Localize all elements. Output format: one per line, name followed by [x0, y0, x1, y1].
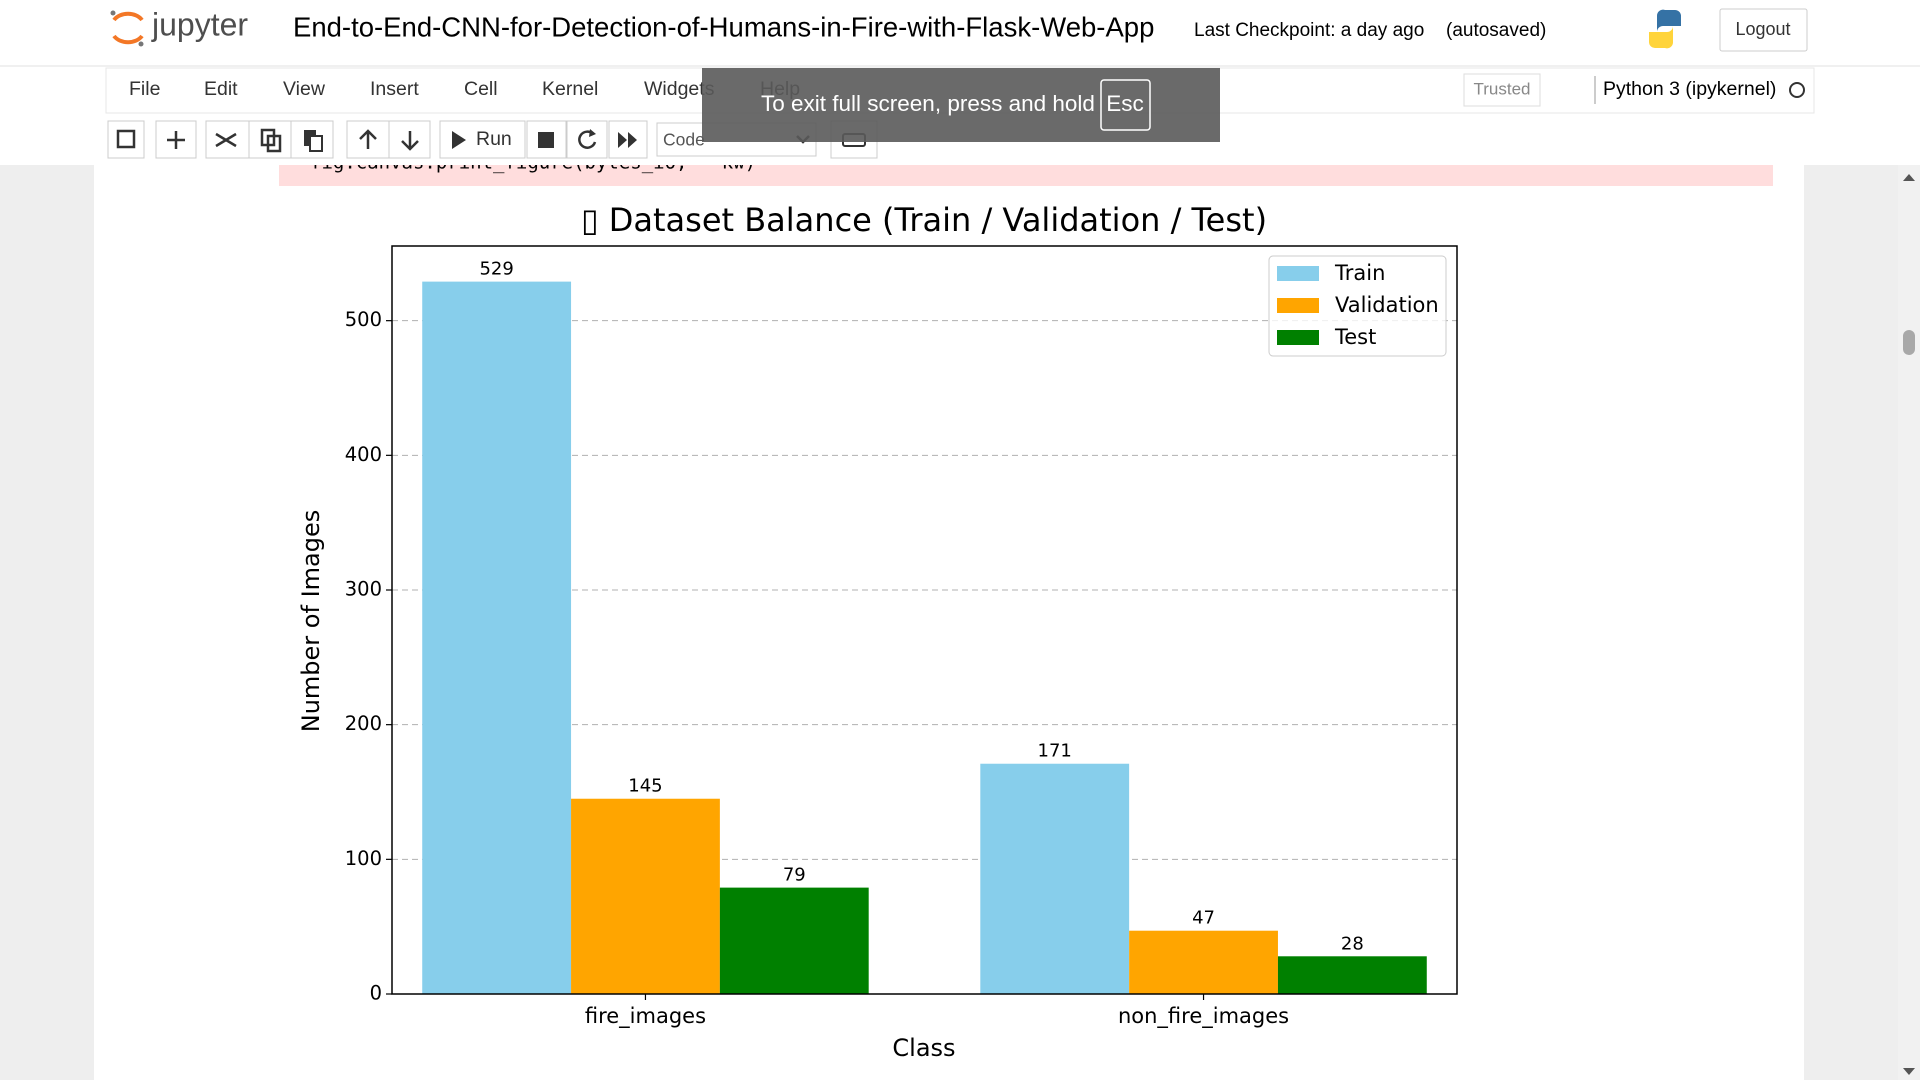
logout-button[interactable]	[1719, 8, 1808, 52]
x-tick-label: fire_images	[585, 1004, 706, 1029]
menu-item[interactable]: File	[129, 78, 160, 100]
jupyter-logo[interactable]: jupyter	[110, 6, 249, 47]
y-tick-label: 200	[345, 712, 382, 735]
trusted-label: Trusted	[1473, 79, 1530, 98]
menu-item[interactable]: Kernel	[542, 78, 598, 100]
bar	[980, 763, 1130, 994]
chart: ▯ Dataset Balance (Train / Validation / …	[297, 201, 1458, 1062]
restart-button[interactable]	[566, 120, 608, 159]
bar	[571, 798, 720, 994]
esc-label: Esc	[1106, 91, 1144, 116]
menu-item[interactable]: Cell	[464, 78, 498, 100]
python-logo	[1649, 9, 1681, 49]
chart-title: ▯ Dataset Balance (Train / Validation / …	[581, 201, 1267, 239]
menu-item[interactable]: Edit	[204, 78, 238, 100]
save-button[interactable]	[107, 120, 145, 159]
legend-label: Test	[1334, 325, 1376, 349]
notebook-title[interactable]: End-to-End-CNN-for-Detection-of-Humans-i…	[293, 11, 1154, 42]
data-label: 28	[1341, 933, 1364, 954]
data-label: 47	[1192, 908, 1215, 929]
y-tick-label: 100	[345, 847, 382, 870]
bar	[719, 887, 869, 994]
kernel-name: Python 3 (ipykernel)	[1603, 78, 1776, 100]
logout-label: Logout	[1735, 19, 1790, 39]
bar	[1277, 956, 1427, 994]
cell-type-label: Code	[663, 130, 705, 150]
bar	[422, 281, 572, 995]
plot-frame	[391, 245, 1458, 995]
menu-items: FileEditViewInsertCellKernelWidgetsHelp	[129, 78, 800, 100]
legend-swatch	[1277, 330, 1319, 345]
copy-button[interactable]	[248, 120, 292, 159]
autosave-status: (autosaved)	[1446, 20, 1546, 41]
kernel-status	[1789, 82, 1805, 98]
menu-item[interactable]: Insert	[370, 78, 419, 100]
scrollbar[interactable]	[1898, 165, 1920, 1080]
data-label: 79	[783, 865, 806, 886]
y-tick-label: 500	[345, 308, 382, 331]
y-tick-label: 0	[370, 982, 382, 1005]
y-axis-label: Number of Images	[297, 510, 325, 732]
y-tick-label: 400	[345, 443, 382, 466]
error-output	[279, 165, 1773, 186]
y-tick-label: 300	[345, 578, 382, 601]
error-text: fig.canvas.print_figure(bytes_io, **kw)	[310, 152, 756, 174]
trusted-badge[interactable]	[1463, 73, 1541, 107]
data-label: 529	[479, 259, 513, 280]
legend-swatch	[1277, 266, 1319, 281]
x-axis-label: Class	[892, 1034, 955, 1062]
run-label: Run	[476, 128, 512, 150]
legend-swatch	[1277, 298, 1319, 313]
menu-item[interactable]: View	[283, 78, 326, 100]
logo-text: jupyter	[151, 6, 248, 42]
notebook-panel	[94, 160, 1804, 1080]
menu-item[interactable]: Widgets	[644, 78, 715, 100]
x-tick-label: non_fire_images	[1118, 1004, 1289, 1029]
esc-key	[1100, 79, 1151, 131]
data-label: 171	[1038, 741, 1072, 762]
checkpoint: Last Checkpoint: a day ago	[1194, 20, 1424, 41]
data-label: 145	[628, 776, 662, 797]
bar	[1129, 930, 1278, 994]
scrollbar-thumb[interactable]	[1903, 330, 1915, 355]
overlay-message: To exit full screen, press and hold	[761, 91, 1095, 116]
legend-label: Train	[1334, 261, 1385, 285]
legend-label: Validation	[1335, 293, 1439, 317]
